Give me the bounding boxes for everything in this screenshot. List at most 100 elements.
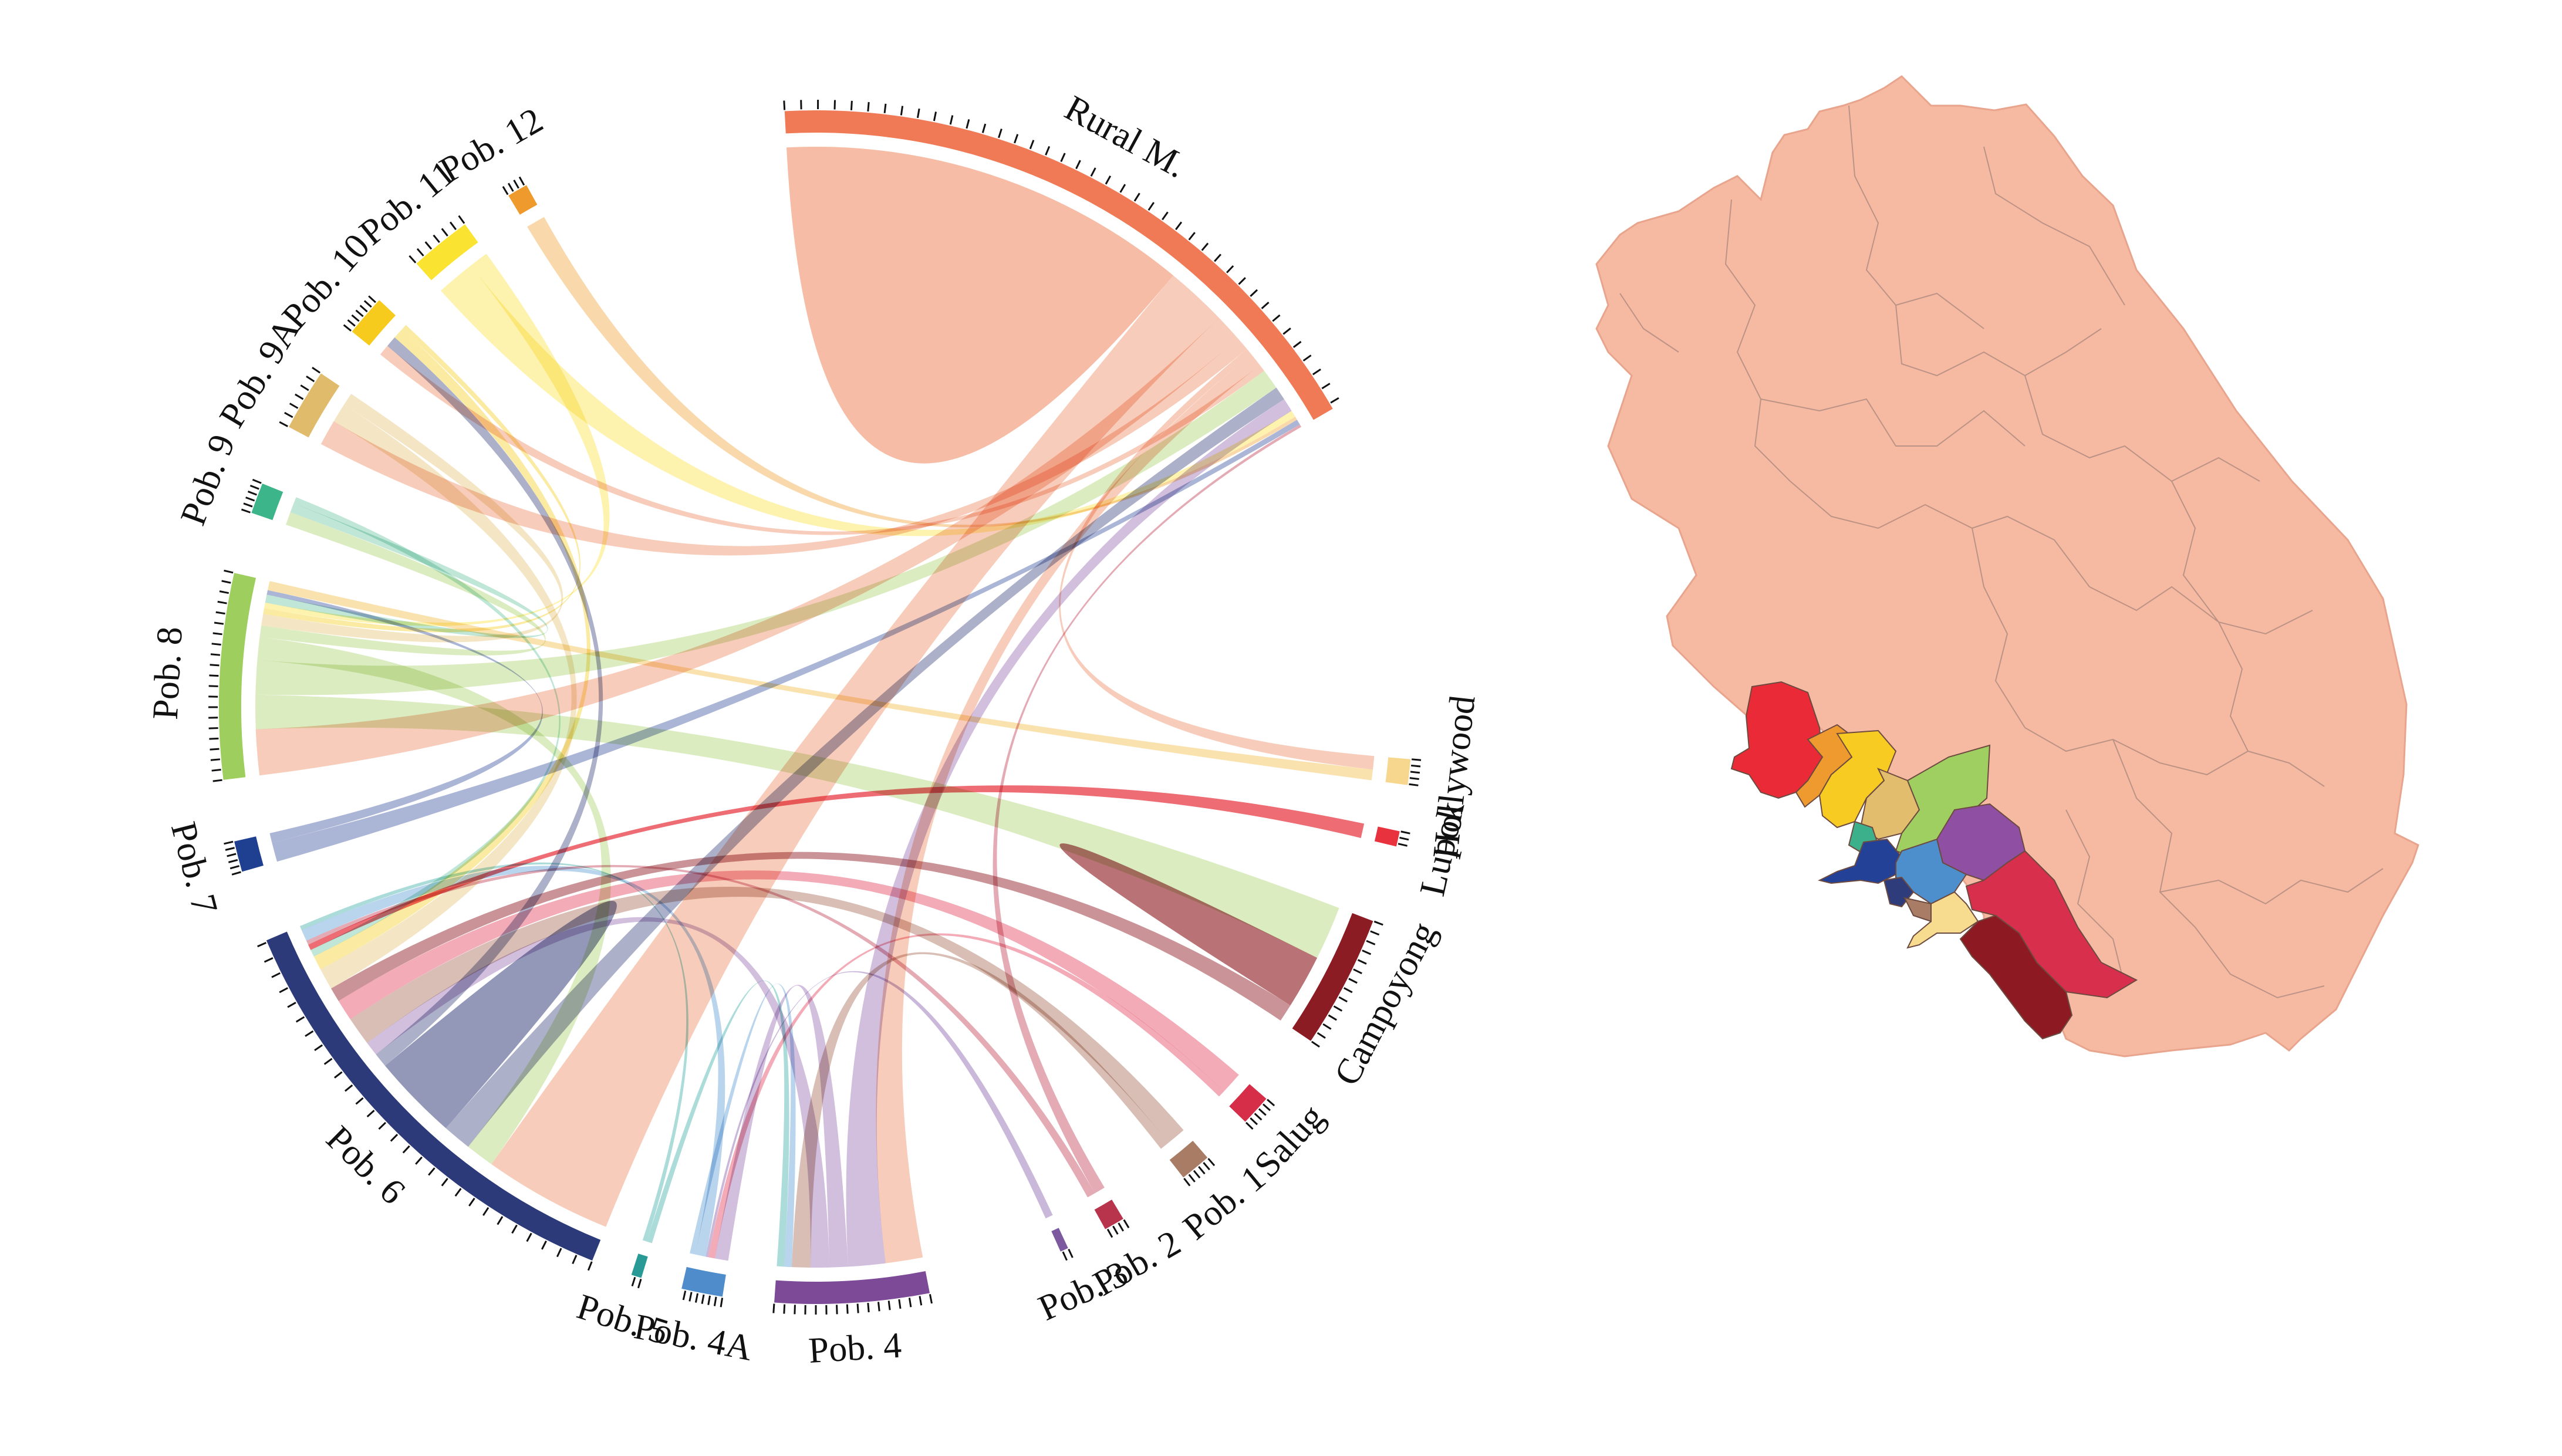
axis-tick [1409,777,1419,781]
axis-tick [1183,1178,1191,1187]
district-navy [1818,838,1903,884]
axis-tick [402,1145,410,1154]
axis-tick [1261,302,1270,309]
axis-tick [701,1294,705,1304]
axis-tick [284,411,293,418]
axis-tick [1250,289,1258,297]
axis-tick [1106,1228,1113,1238]
axis-tick [241,508,251,514]
axis-tick [323,1058,333,1065]
axis-tick [1338,996,1348,1003]
axis-tick [279,421,288,427]
axis-tick [933,112,937,121]
axis-tick [883,103,887,113]
segment-arc-lupok [1374,826,1400,847]
axis-tick [224,569,234,574]
municipality-map [1595,75,2419,1058]
axis-tick [441,1178,448,1187]
axis-tick [1322,1023,1332,1030]
axis-tick [210,653,221,656]
axis-tick [287,1002,296,1008]
axis-tick [919,1296,923,1306]
axis-tick [441,228,448,237]
axis-tick [1203,1162,1210,1171]
segment-arc-pob6 [266,931,601,1261]
axis-tick [415,1156,423,1165]
axis-tick [334,1071,343,1079]
axis-tick [1112,1225,1119,1235]
axis-tick [1226,265,1234,273]
chord-ribbons [255,147,1375,1268]
ribbon-pob8-to-rural [255,370,1277,695]
axis-tick [1333,1005,1343,1012]
axis-tick [343,324,352,332]
axis-tick [1344,987,1353,994]
segment-arc-pob9 [251,484,283,521]
axis-tick [637,1279,642,1289]
segment-arc-hollywood [1385,757,1411,785]
ribbon-pob6-to-pob10 [376,337,603,1066]
axis-tick [247,491,257,496]
axis-tick [998,129,1002,138]
axis-tick [1328,1014,1337,1021]
axis-tick [211,643,221,646]
ribbon-pob6-to-pob6 [385,900,617,1129]
axis-tick [1330,397,1339,404]
ribbon-rural-to-pob8 [255,317,1238,776]
axis-tick [1399,836,1409,841]
ribbon-campoyong-to-pob6 [331,852,1291,1021]
axis-tick [1060,153,1066,163]
ribbon-rural-to-hollywood [1059,349,1375,770]
axis-tick [1263,1103,1271,1112]
town-districts [1730,681,2138,1040]
axis-tick [1311,1041,1320,1048]
district-light-tan [1906,891,1979,949]
axis-tick [929,1293,933,1304]
axis-tick [713,1296,717,1306]
axis-tick [214,621,224,625]
axis-tick [1366,940,1376,945]
axis-tick [300,384,309,391]
axis-tick [252,478,262,484]
axis-tick [359,305,368,313]
axis-tick [1062,1251,1068,1261]
segment-label-rural: Rural M. [1058,88,1193,186]
axis-tick [1373,920,1383,926]
axis-tick [482,1207,490,1216]
axis-tick [215,611,225,615]
axis-tick [1123,1219,1130,1228]
axis-tick [416,248,424,256]
ribbon-pob9a-to-pob8 [261,393,563,643]
axis-tick [682,1291,687,1300]
axis-tick [219,590,229,594]
axis-tick [541,1240,547,1250]
axis-tick [1201,242,1209,251]
axis-tick [305,1030,314,1037]
axis-tick [306,376,315,383]
axis-tick [631,1276,636,1287]
axis-tick [518,176,525,186]
ribbon-pob6-to-rural [445,387,1284,1147]
segment-arc-pob12 [508,185,538,215]
axis-tick [257,942,266,948]
axis-tick [433,234,440,244]
axis-tick [1147,202,1155,211]
axis-tick [468,1197,475,1207]
axis-tick [1410,764,1421,768]
axis-tick [526,1232,532,1242]
axis-tick [243,502,253,508]
axis-tick [264,957,274,963]
axis-tick [1348,978,1358,984]
segment-arc-pob8 [219,573,256,780]
axis-tick [228,859,238,863]
axis-tick [707,1295,711,1305]
segment-label-pob5: Pob. 5 [572,1286,673,1353]
axis-tick [900,106,904,116]
axis-tick [966,119,970,129]
axis-tick [507,183,514,192]
axis-tick [1357,959,1367,965]
axis-tick [587,1261,593,1271]
axis-tick [1075,160,1081,170]
axis-tick [347,319,356,327]
district-crimson [1965,850,2138,999]
